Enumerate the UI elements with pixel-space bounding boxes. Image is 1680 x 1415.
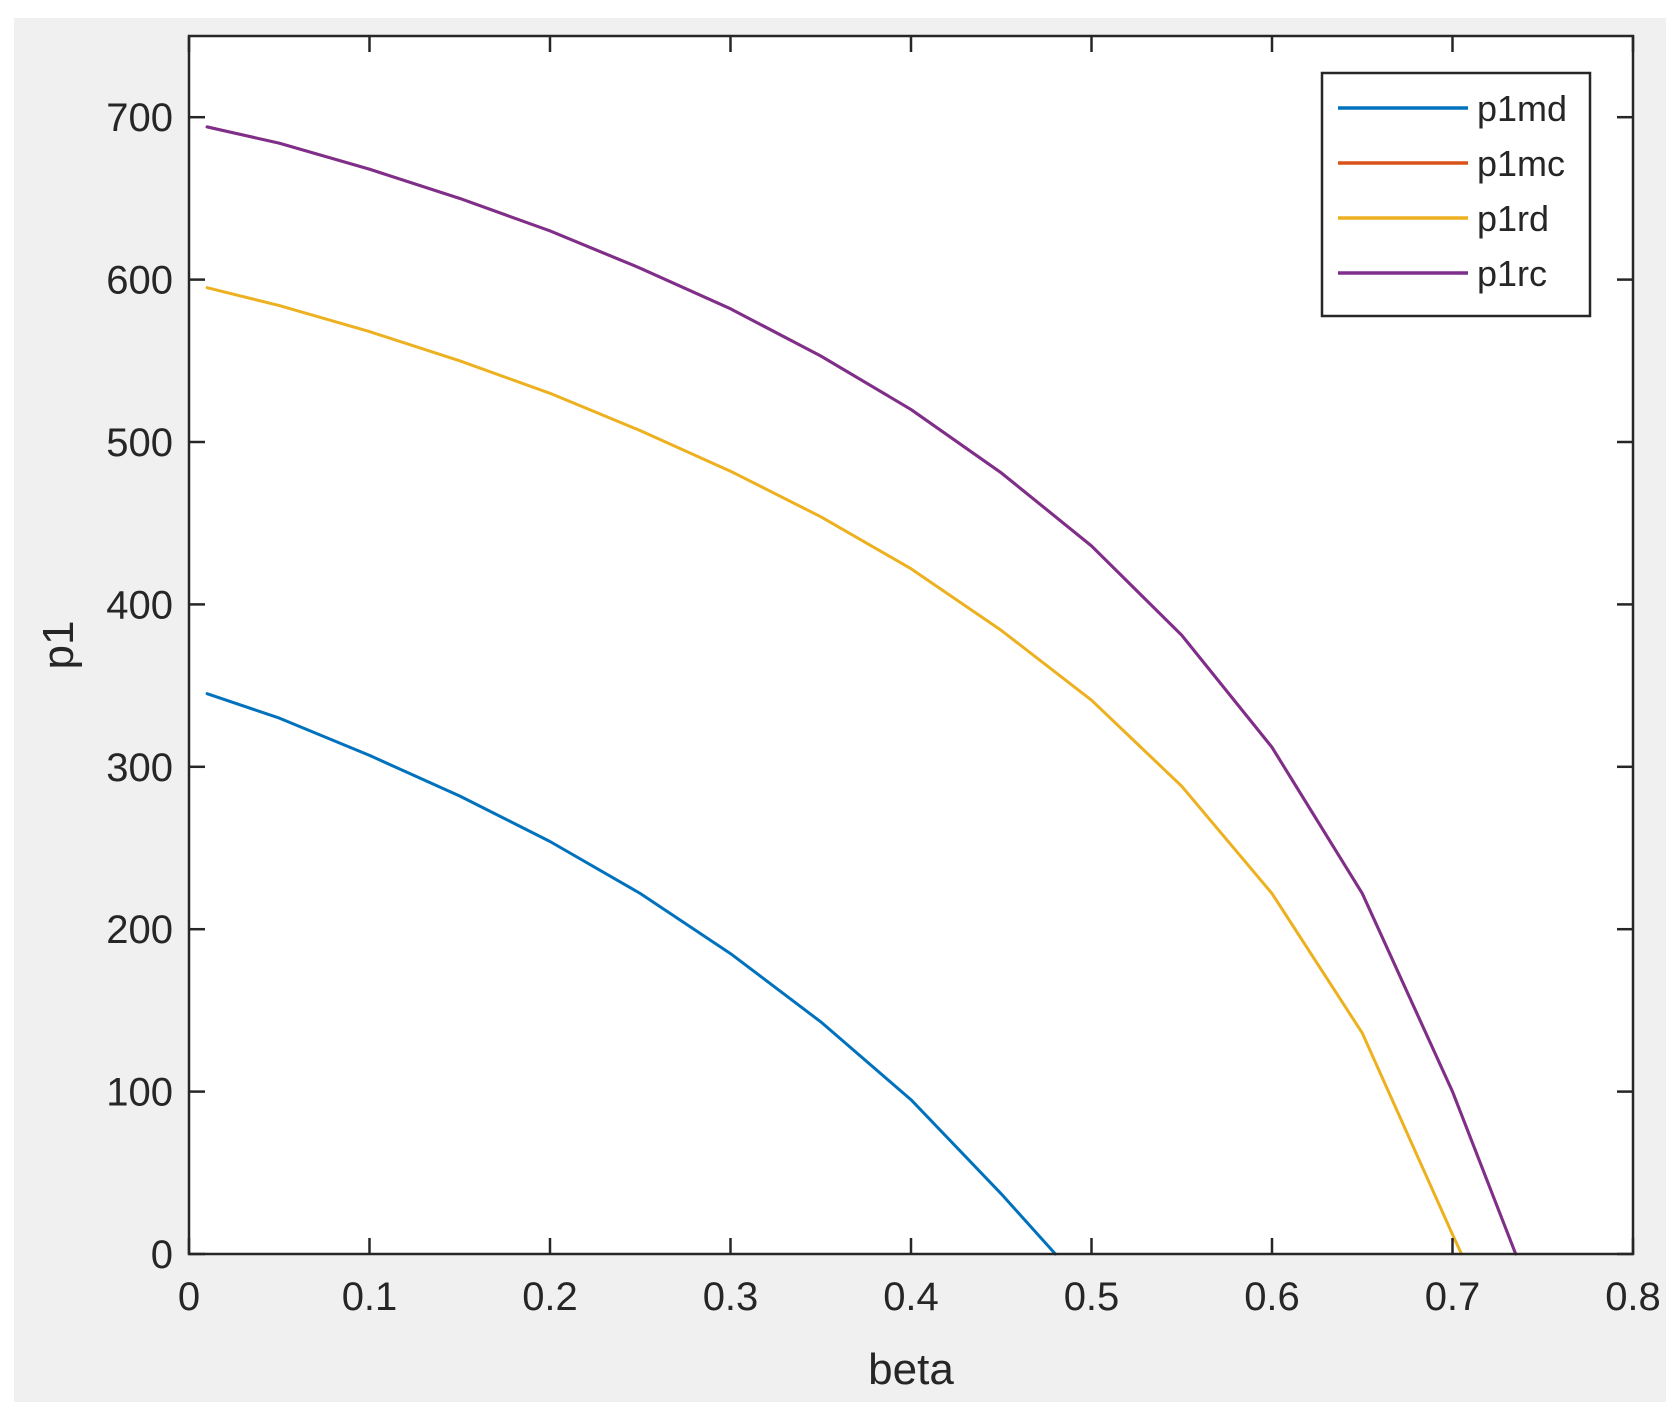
y-tick-label: 200 — [106, 908, 173, 952]
y-tick-label: 500 — [106, 421, 173, 465]
x-tick-labels: 0 0.1 0.2 0.3 0.4 0.5 0.6 0.7 0.8 — [178, 1275, 1661, 1319]
legend-label-p1rc: p1rc — [1477, 253, 1547, 294]
x-tick-label: 0.3 — [703, 1275, 759, 1319]
legend-label-p1mc: p1mc — [1477, 143, 1565, 184]
y-tick-label: 400 — [106, 583, 173, 627]
y-tick-label: 600 — [106, 259, 173, 303]
series-lines — [205, 125, 1518, 1256]
y-tick-labels: 0 100 200 300 400 500 600 700 — [106, 96, 173, 1277]
x-tick-label: 0.8 — [1605, 1275, 1661, 1319]
y-tick-label: 700 — [106, 96, 173, 140]
legend: p1md p1mc p1rd p1rc — [1320, 71, 1592, 318]
legend-box — [1320, 71, 1592, 318]
y-tick-label: 0 — [151, 1233, 173, 1277]
series-line-p1md — [205, 692, 1057, 1256]
y-tick-label: 100 — [106, 1071, 173, 1115]
series-line-p1rd — [205, 286, 1463, 1256]
x-tick-label: 0.7 — [1425, 1275, 1481, 1319]
legend-label-p1rd: p1rd — [1477, 198, 1549, 239]
legend-label-p1md: p1md — [1477, 88, 1567, 129]
x-tick-label: 0.4 — [883, 1275, 939, 1319]
y-axis-label: p1 — [34, 621, 83, 670]
series-line-p1rc — [205, 125, 1518, 1256]
x-tick-label: 0.1 — [342, 1275, 398, 1319]
x-tick-label: 0.5 — [1064, 1275, 1120, 1319]
y-tick-label: 300 — [106, 746, 173, 790]
x-axis-label: beta — [868, 1345, 954, 1394]
x-tick-label: 0 — [178, 1275, 200, 1319]
x-tick-label: 0.2 — [522, 1275, 578, 1319]
axis-ticks — [187, 36, 1635, 1256]
x-tick-label: 0.6 — [1244, 1275, 1300, 1319]
